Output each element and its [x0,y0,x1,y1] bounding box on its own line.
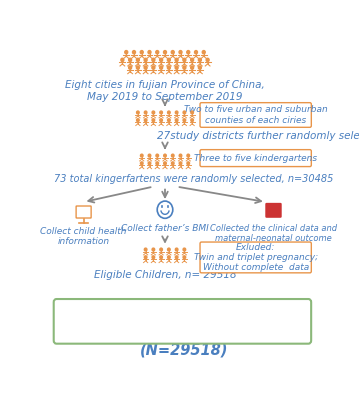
Circle shape [152,256,155,259]
Circle shape [183,248,186,251]
Text: Eight cities in fujian Province of China,
May 2019 to September 2019: Eight cities in fujian Province of China… [65,80,265,102]
Text: Collect father’s BMI: Collect father’s BMI [121,224,209,232]
Circle shape [140,154,143,157]
Circle shape [183,66,186,69]
Circle shape [175,248,178,251]
FancyBboxPatch shape [76,206,91,218]
Circle shape [168,119,170,122]
Circle shape [163,50,167,54]
Circle shape [160,256,162,259]
Circle shape [148,50,151,54]
Circle shape [171,50,174,54]
Circle shape [183,111,186,114]
Circle shape [121,58,124,62]
Circle shape [195,50,197,54]
Circle shape [164,162,166,165]
Circle shape [160,58,163,62]
Circle shape [156,162,159,165]
Text: Exluded:
Twin and triplet pregnancy;
Without complete  data: Exluded: Twin and triplet pregnancy; Wit… [194,242,318,272]
Circle shape [160,66,163,69]
Circle shape [183,256,186,259]
FancyBboxPatch shape [200,242,311,273]
Circle shape [136,58,139,62]
Circle shape [160,119,162,122]
Circle shape [199,58,201,62]
Circle shape [199,66,201,69]
Circle shape [132,50,135,54]
Circle shape [148,162,151,165]
Circle shape [136,119,139,122]
Text: Collected the clinical data and
maternal-neonatal outcome: Collected the clinical data and maternal… [210,224,337,243]
Circle shape [175,119,178,122]
Circle shape [164,154,166,157]
Circle shape [202,50,205,54]
Circle shape [168,256,170,259]
Circle shape [129,58,132,62]
Circle shape [175,66,178,69]
Circle shape [160,248,162,251]
Circle shape [167,66,171,69]
Text: Eligible Children, n= 29518: Eligible Children, n= 29518 [94,270,236,280]
Circle shape [160,111,162,114]
Circle shape [187,162,190,165]
Circle shape [183,58,186,62]
Circle shape [152,248,155,251]
Circle shape [175,256,178,259]
Text: 73 total kingerfartens were randomly selected, n=30485: 73 total kingerfartens were randomly sel… [54,174,334,184]
Circle shape [140,50,143,54]
FancyBboxPatch shape [200,150,311,166]
FancyBboxPatch shape [54,299,311,344]
Text: Two to five urban and suburban
counties of each ciries: Two to five urban and suburban counties … [184,105,327,125]
Circle shape [152,58,155,62]
Circle shape [148,154,151,157]
Circle shape [175,111,178,114]
Text: Three to five kindergartens: Three to five kindergartens [194,154,317,163]
Circle shape [168,111,170,114]
Text: 27study districts further randomly selected: 27study districts further randomly selec… [157,131,359,141]
Circle shape [144,66,147,69]
Circle shape [172,162,174,165]
Circle shape [144,119,147,122]
FancyBboxPatch shape [266,204,281,217]
Circle shape [191,58,194,62]
Circle shape [191,66,194,69]
Circle shape [187,154,190,157]
Circle shape [144,248,147,251]
Circle shape [152,66,155,69]
Circle shape [168,248,170,251]
Circle shape [144,256,147,259]
Circle shape [144,58,147,62]
Text: Collect child health
information: Collect child health information [40,227,127,246]
Circle shape [152,119,155,122]
Circle shape [152,111,155,114]
Circle shape [179,50,182,54]
Circle shape [156,50,159,54]
Circle shape [206,58,209,62]
FancyBboxPatch shape [200,103,311,127]
Circle shape [179,154,182,157]
Circle shape [167,58,171,62]
Circle shape [136,66,139,69]
Circle shape [191,111,194,114]
Circle shape [129,66,132,69]
Circle shape [144,111,147,114]
Circle shape [187,50,190,54]
Circle shape [156,154,159,157]
Circle shape [140,162,143,165]
Circle shape [125,50,128,54]
Circle shape [183,119,186,122]
Circle shape [172,154,174,157]
Circle shape [179,162,182,165]
Circle shape [175,58,178,62]
Circle shape [191,119,194,122]
Circle shape [136,111,139,114]
Text: Statistical analysis
(N=29518): Statistical analysis (N=29518) [106,325,262,358]
